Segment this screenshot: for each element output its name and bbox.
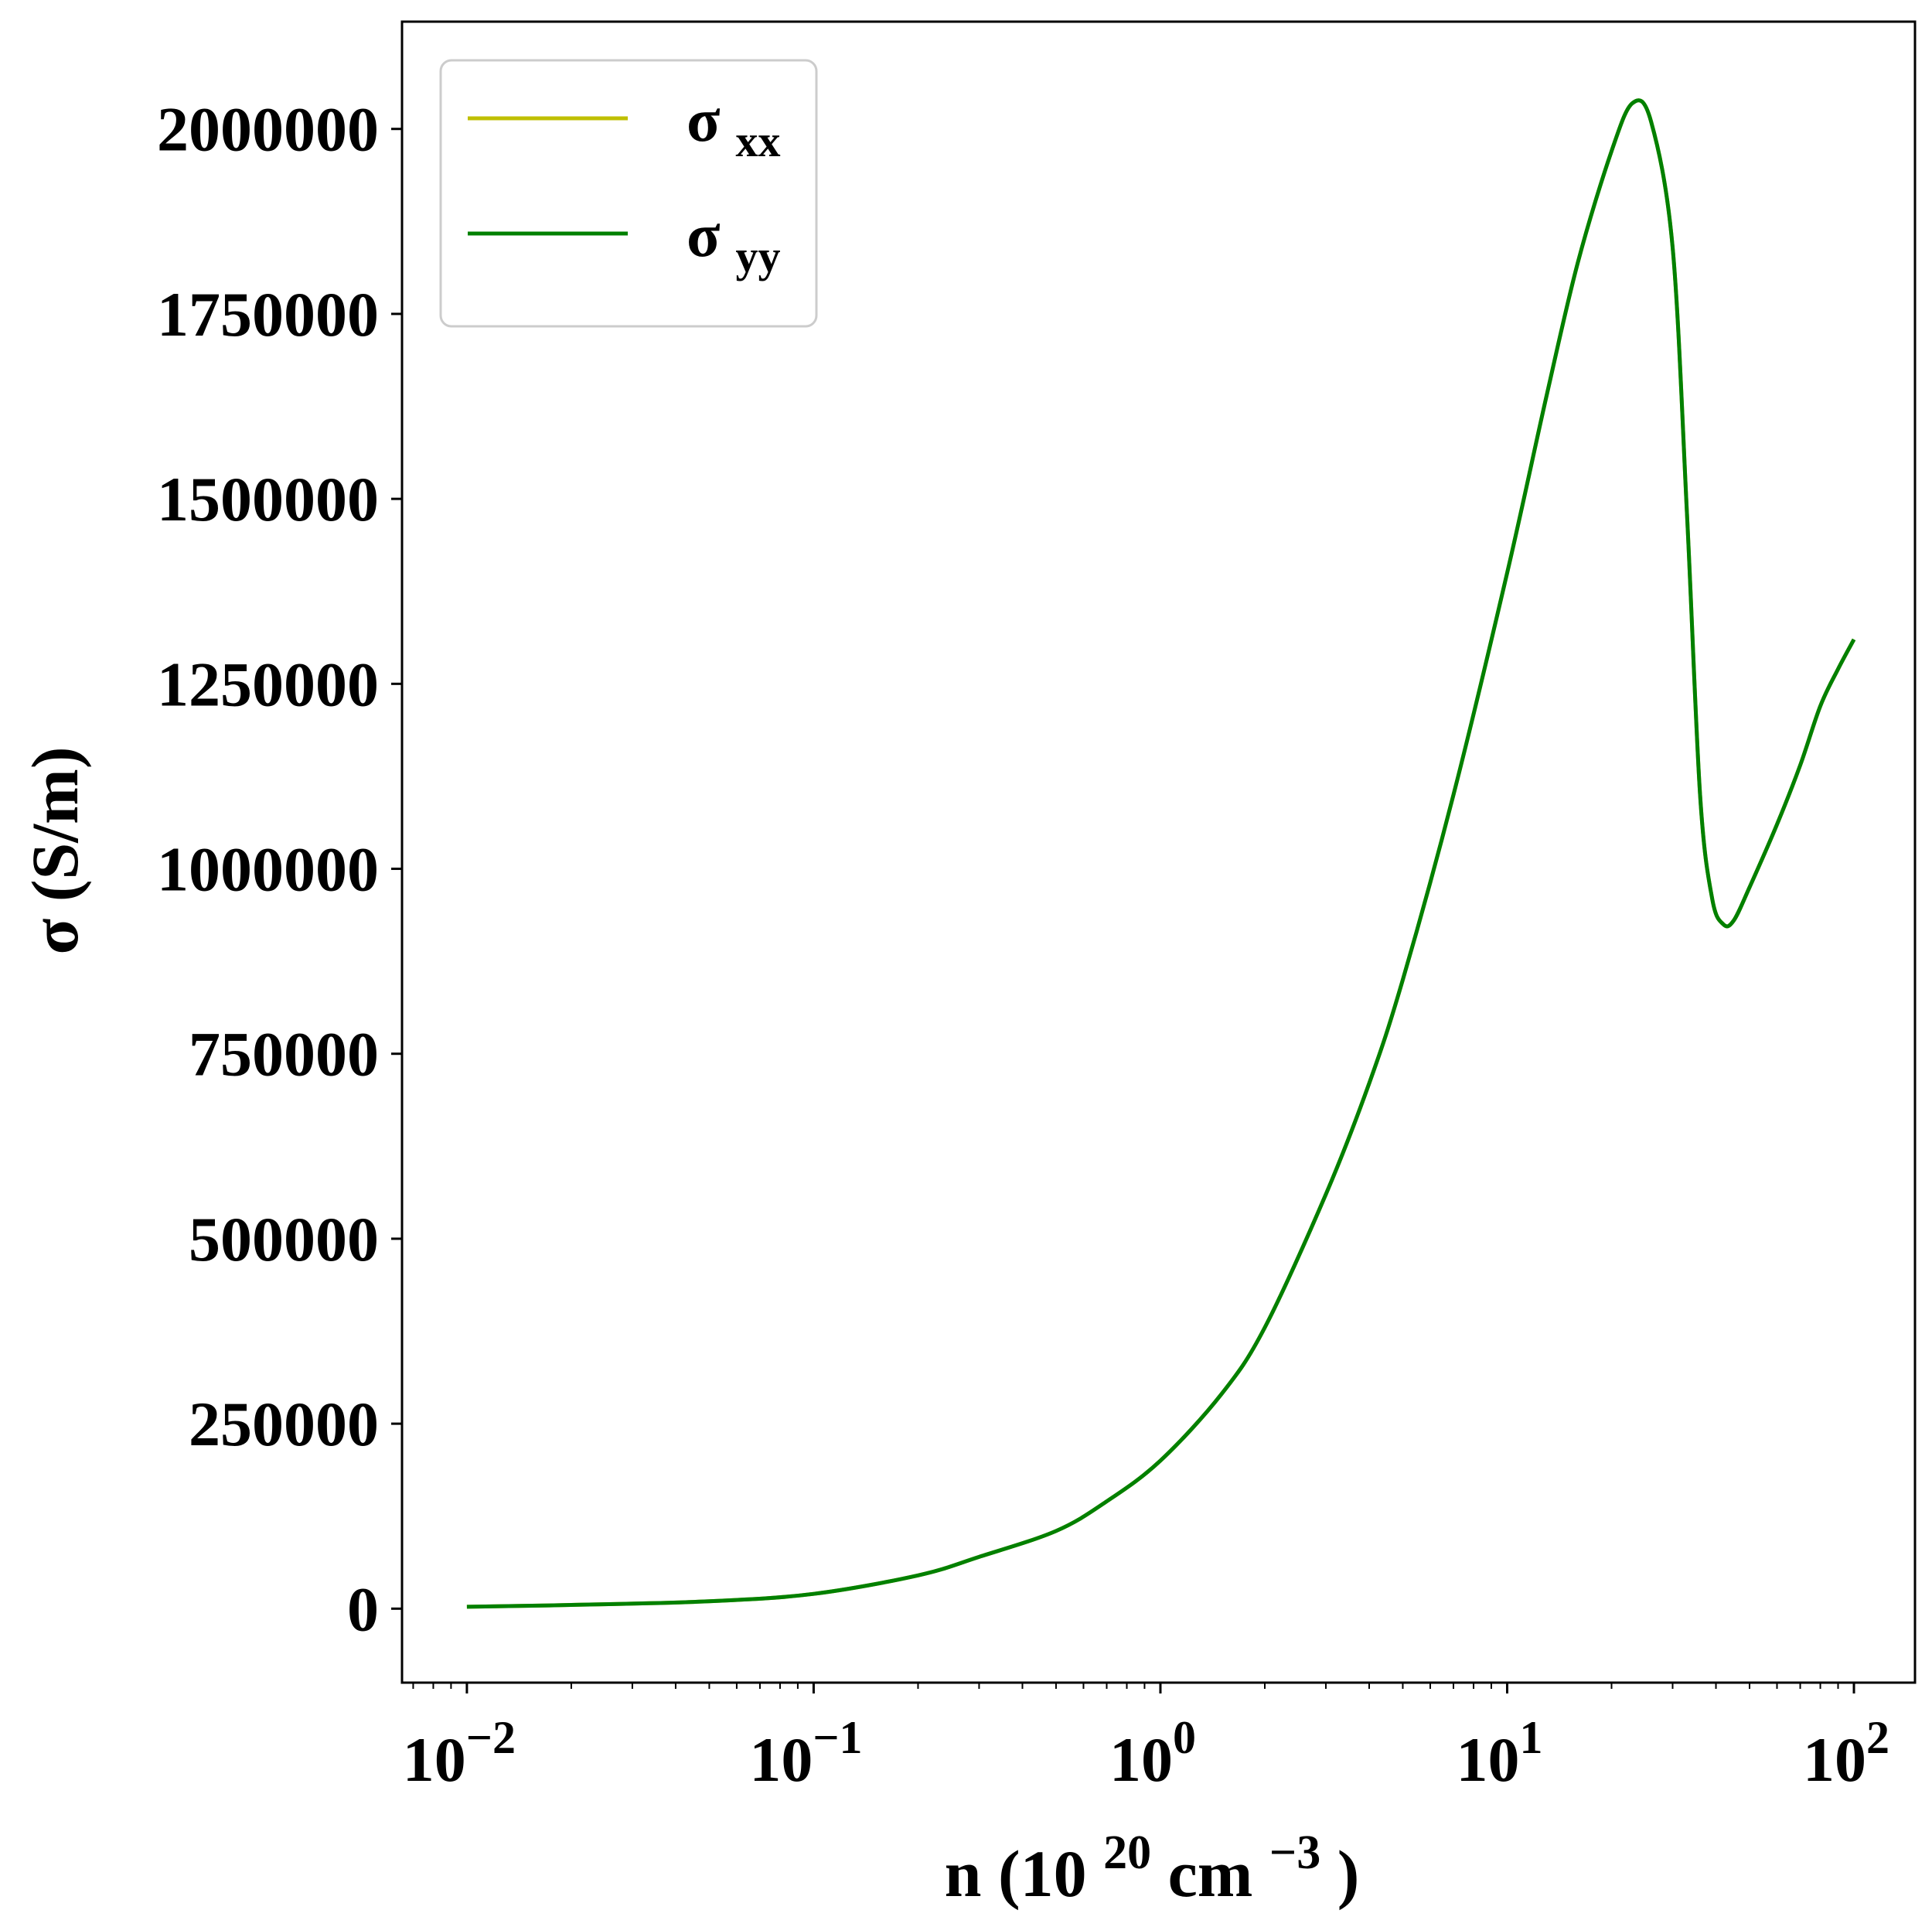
x-tick-label-exp: −1 [813, 1712, 862, 1763]
x-tick-label-base: 10 [403, 1724, 466, 1795]
y-tick-label: 1250000 [157, 649, 379, 719]
ticks-layer: 0 250000 500000 750000 1000000 1250000 1500000… [157, 94, 1889, 1795]
x-tick-label-exp: −2 [466, 1712, 516, 1763]
x-axis-label-sup2: −3 [1269, 1826, 1320, 1879]
x-tick-label-base: 10 [1803, 1724, 1866, 1795]
series-line-sigma-yy [466, 98, 1856, 1609]
plot-area-frame [400, 20, 1917, 1684]
legend-box [439, 59, 818, 328]
legend-label-sigma-yy: σ yy [687, 202, 781, 281]
x-axis-label-mid: cm [1168, 1837, 1253, 1911]
x-axis-label-sup1: 20 [1103, 1826, 1151, 1879]
y-axis-label: σ (S/m) [18, 747, 92, 955]
y-tick-label: 0 [347, 1574, 379, 1644]
legend-label-sigma-xx-sub: xx [736, 116, 781, 166]
y-tick-label: 1500000 [157, 464, 379, 534]
x-tick-label-base: 10 [1109, 1724, 1173, 1795]
y-tick-label: 2000000 [157, 94, 379, 165]
legend: σ xx σ yy [439, 59, 818, 328]
legend-label-sigma-yy-sub: yy [736, 231, 781, 281]
legend-label-sigma-yy-base: σ [687, 202, 721, 270]
y-tick-label: 500000 [189, 1204, 379, 1274]
x-tick-label: 10−1 [749, 1712, 862, 1795]
x-axis-label: n (10 20 cm −3 ) [945, 1809, 1360, 1911]
x-tick-label-base: 10 [1456, 1724, 1519, 1795]
x-tick-label: 102 [1803, 1712, 1889, 1795]
y-tick-label: 1750000 [157, 279, 379, 350]
y-tick-label: 250000 [189, 1389, 379, 1459]
legend-label-sigma-xx: σ xx [687, 87, 781, 166]
y-tick-label: 1000000 [157, 834, 379, 905]
x-tick-label: 10−2 [403, 1712, 516, 1795]
x-axis-label-base: n (10 [945, 1837, 1087, 1911]
x-tick-label: 101 [1456, 1712, 1542, 1795]
x-tick-label-exp: 1 [1519, 1712, 1542, 1763]
x-tick-label-base: 10 [749, 1724, 813, 1795]
x-tick-label: 100 [1109, 1712, 1196, 1795]
y-tick-label: 750000 [189, 1019, 379, 1090]
x-tick-label-exp: 0 [1173, 1712, 1196, 1763]
lines-layer [466, 98, 1856, 1609]
x-axis-label-end: ) [1337, 1837, 1360, 1911]
legend-label-sigma-xx-base: σ [687, 87, 721, 155]
x-tick-label-exp: 2 [1866, 1712, 1889, 1763]
